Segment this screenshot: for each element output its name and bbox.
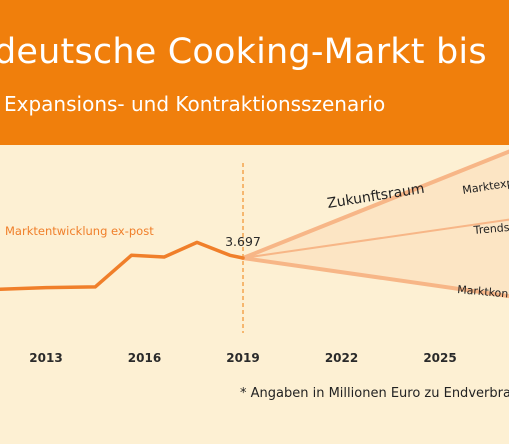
x-tick-label: 2022 bbox=[325, 351, 358, 365]
x-tick-label: 2025 bbox=[423, 351, 456, 365]
header-banner: deutsche Cooking-Markt bis Expansions- u… bbox=[0, 0, 509, 145]
series-label-ex-post: Marktentwicklung ex-post bbox=[5, 224, 154, 238]
scenario-area bbox=[243, 151, 509, 297]
chart-title: deutsche Cooking-Markt bis bbox=[0, 32, 487, 72]
scenario-line-contraction bbox=[241, 256, 509, 299]
scenario-label-contraction: Marktkon bbox=[457, 283, 509, 300]
value-label-2019: 3.697 bbox=[225, 234, 261, 249]
market-chart: 2013 2016 2019 2022 2025 3.697 Marktentwicklu… bbox=[0, 149, 509, 365]
x-tick-label: 2019 bbox=[226, 351, 259, 365]
x-tick-label: 2016 bbox=[128, 351, 161, 365]
scenario-line-expansion bbox=[241, 149, 509, 261]
series-layer bbox=[0, 149, 509, 299]
series-line-ex-post bbox=[0, 240, 245, 292]
x-axis-ticks: 2013 2016 2019 2022 2025 bbox=[29, 351, 456, 365]
scenario-fan bbox=[243, 151, 509, 297]
footnote: * Angaben in Millionen Euro zu Endverbra bbox=[240, 386, 509, 401]
scenario-line-trend bbox=[242, 218, 509, 260]
scenario-label-trend: Trends bbox=[472, 221, 509, 237]
chart-subtitle: Expansions- und Kontraktionsszenario bbox=[4, 92, 386, 116]
x-tick-label: 2013 bbox=[29, 351, 62, 365]
